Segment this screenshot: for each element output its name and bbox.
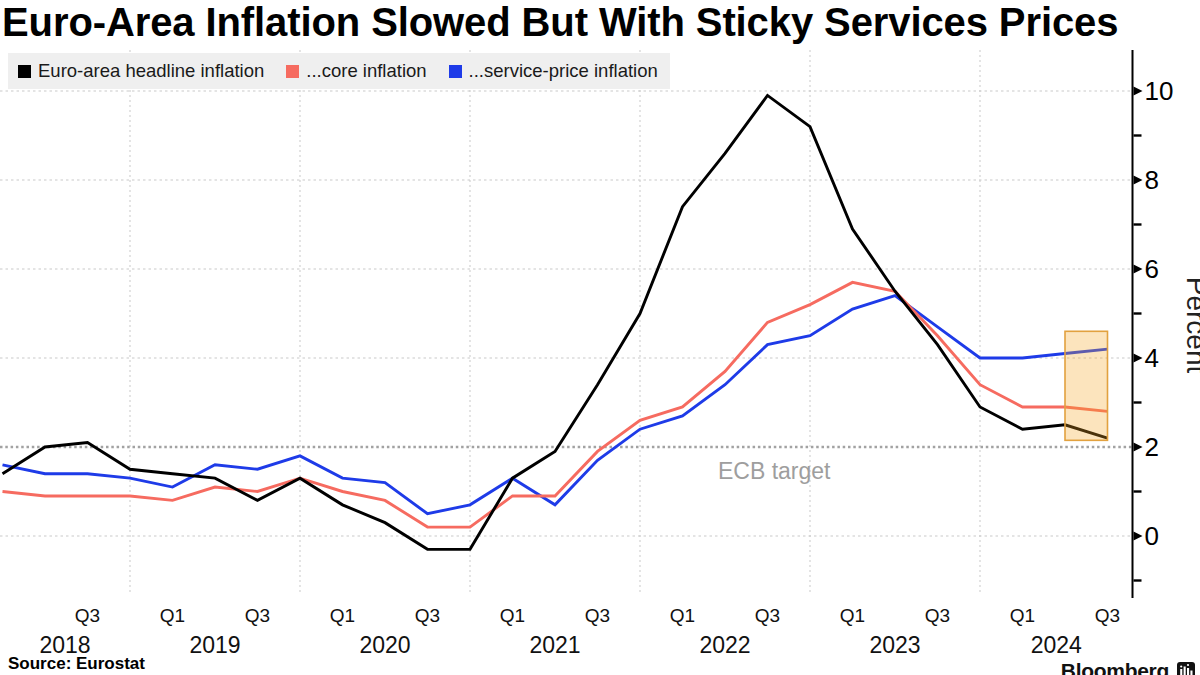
legend-item-core: ...core inflation: [286, 60, 426, 82]
headline-swatch: [18, 65, 31, 78]
x-year-label: 2021: [529, 632, 580, 658]
y-major-tick: [1134, 176, 1143, 185]
x-quarter-label: Q1: [330, 605, 355, 626]
x-quarter-label: Q3: [415, 605, 440, 626]
y-tick-label: 10: [1145, 76, 1174, 106]
x-year-label: 2024: [1031, 632, 1082, 658]
y-axis-title: Percent: [1181, 277, 1200, 374]
chart-page: Euro-Area Inflation Slowed But With Stic…: [0, 0, 1200, 675]
y-major-tick: [1134, 443, 1143, 452]
bloomberg-brand: Bloomberg: [1061, 659, 1195, 675]
source-label: Source: Eurostat: [8, 654, 145, 674]
x-quarter-label: Q3: [245, 605, 270, 626]
y-tick-label: 2: [1145, 432, 1159, 462]
x-quarter-label: Q1: [840, 605, 865, 626]
y-tick-label: 0: [1145, 521, 1159, 551]
line-chart: 0 2 4 6 8 10 Percent Q3 Q1 Q3 Q1 Q3 Q1 Q3 Q1 Q3 Q1 Q3 Q1 Q3…: [0, 0, 1200, 675]
x-year-label: 2023: [869, 632, 920, 658]
x-quarter-label: Q1: [670, 605, 695, 626]
x-quarter-label: Q3: [585, 605, 610, 626]
x-quarter-label: Q3: [75, 605, 100, 626]
y-major-tick: [1134, 532, 1143, 541]
series-line-1: [3, 282, 1108, 527]
series-line-0: [3, 95, 1108, 549]
x-quarter-label: Q3: [755, 605, 780, 626]
legend-label-services: ...service-price inflation: [469, 60, 658, 82]
y-tick-label: 4: [1145, 343, 1159, 373]
x-year-label: 2020: [359, 632, 410, 658]
legend: Euro-area headline inflation ...core inf…: [8, 53, 670, 89]
x-quarter-label: Q3: [1095, 605, 1120, 626]
x-quarter-label: Q1: [1010, 605, 1035, 626]
bloomberg-wordmark: Bloomberg: [1061, 659, 1169, 675]
core-swatch: [286, 65, 299, 78]
ecb-target-label: ECB target: [718, 458, 831, 484]
x-quarter-label: Q1: [160, 605, 185, 626]
x-year-label: 2019: [189, 632, 240, 658]
legend-item-services: ...service-price inflation: [449, 60, 658, 82]
legend-item-headline: Euro-area headline inflation: [18, 60, 264, 82]
x-quarter-label: Q1: [500, 605, 525, 626]
y-major-tick: [1134, 87, 1143, 96]
bloomberg-logo-icon: [1177, 662, 1195, 675]
y-tick-label: 8: [1145, 165, 1159, 195]
y-major-tick: [1134, 265, 1143, 274]
x-year-label: 2022: [699, 632, 750, 658]
y-major-tick: [1134, 354, 1143, 363]
legend-label-headline: Euro-area headline inflation: [38, 60, 264, 82]
services-swatch: [449, 65, 462, 78]
series-line-2: [3, 296, 1108, 514]
highlight-box: [1065, 331, 1108, 440]
legend-label-core: ...core inflation: [306, 60, 426, 82]
x-quarter-label: Q3: [925, 605, 950, 626]
y-tick-label: 6: [1145, 254, 1159, 284]
